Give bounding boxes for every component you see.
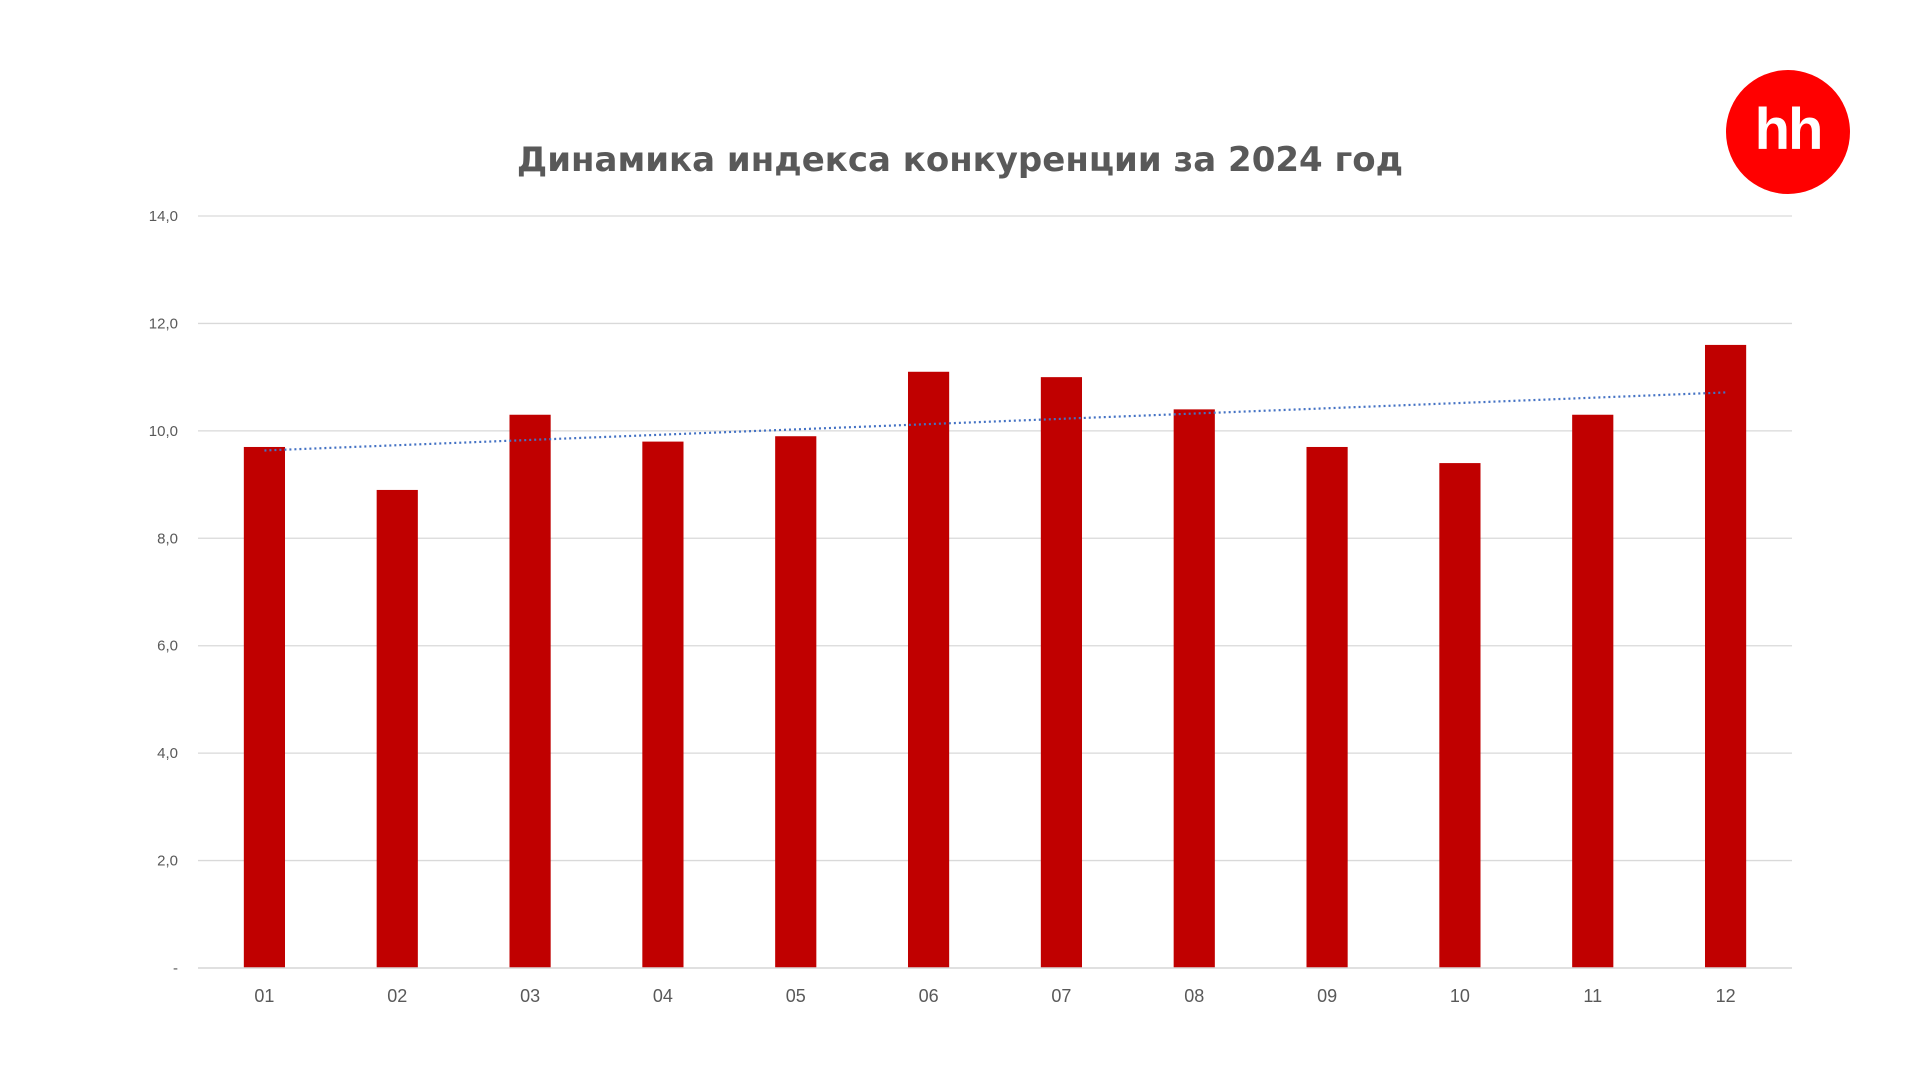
chart-title: Динамика индекса конкуренции за 2024 год [516, 140, 1404, 180]
y-tick-label: 10,0 [149, 423, 178, 440]
x-tick-label: 10 [1450, 986, 1470, 1006]
bars [243, 344, 1747, 969]
bar-09 [1306, 446, 1348, 968]
y-tick-label: 14,0 [149, 208, 178, 225]
x-tick-label: 09 [1317, 986, 1337, 1006]
y-tick-label: 8,0 [157, 530, 178, 547]
y-axis: - 2,0 4,0 6,0 8,0 10,0 12,0 14,0 [149, 208, 178, 977]
x-tick-label: 04 [653, 986, 673, 1006]
bar-03 [509, 414, 551, 968]
logo-text: hh [1754, 97, 1824, 162]
bar-05 [775, 436, 817, 968]
y-tick-label: 4,0 [157, 745, 178, 762]
bar-12 [1704, 344, 1747, 968]
bar-08 [1173, 409, 1215, 968]
trendline [264, 391, 1726, 452]
x-tick-label: 02 [387, 986, 407, 1006]
y-tick-label: 2,0 [157, 853, 178, 870]
x-tick-label: 03 [520, 986, 540, 1006]
x-tick-label: 11 [1583, 986, 1602, 1006]
y-tick-label: - [173, 960, 178, 977]
y-tick-label: 6,0 [157, 638, 178, 655]
hh-logo: hh [1726, 70, 1850, 194]
bar-07 [1040, 377, 1083, 969]
x-axis: 01 02 03 04 05 06 07 08 09 10 11 12 [198, 967, 1792, 1006]
gridlines [198, 215, 1792, 969]
trendline-group [264, 391, 1726, 452]
x-tick-label: 06 [919, 986, 939, 1006]
x-tick-label: 07 [1051, 986, 1071, 1006]
x-tick-label: 01 [254, 986, 274, 1006]
bar-10 [1439, 463, 1481, 968]
y-tick-label: 12,0 [149, 315, 178, 332]
bar-04 [642, 441, 684, 969]
x-tick-label: 05 [786, 986, 806, 1006]
bar-01 [243, 446, 286, 968]
x-tick-label: 12 [1716, 986, 1736, 1006]
bar-11 [1572, 414, 1614, 968]
bar-06 [907, 371, 950, 968]
x-tick-label: 08 [1184, 986, 1204, 1006]
bar-02 [376, 489, 418, 968]
